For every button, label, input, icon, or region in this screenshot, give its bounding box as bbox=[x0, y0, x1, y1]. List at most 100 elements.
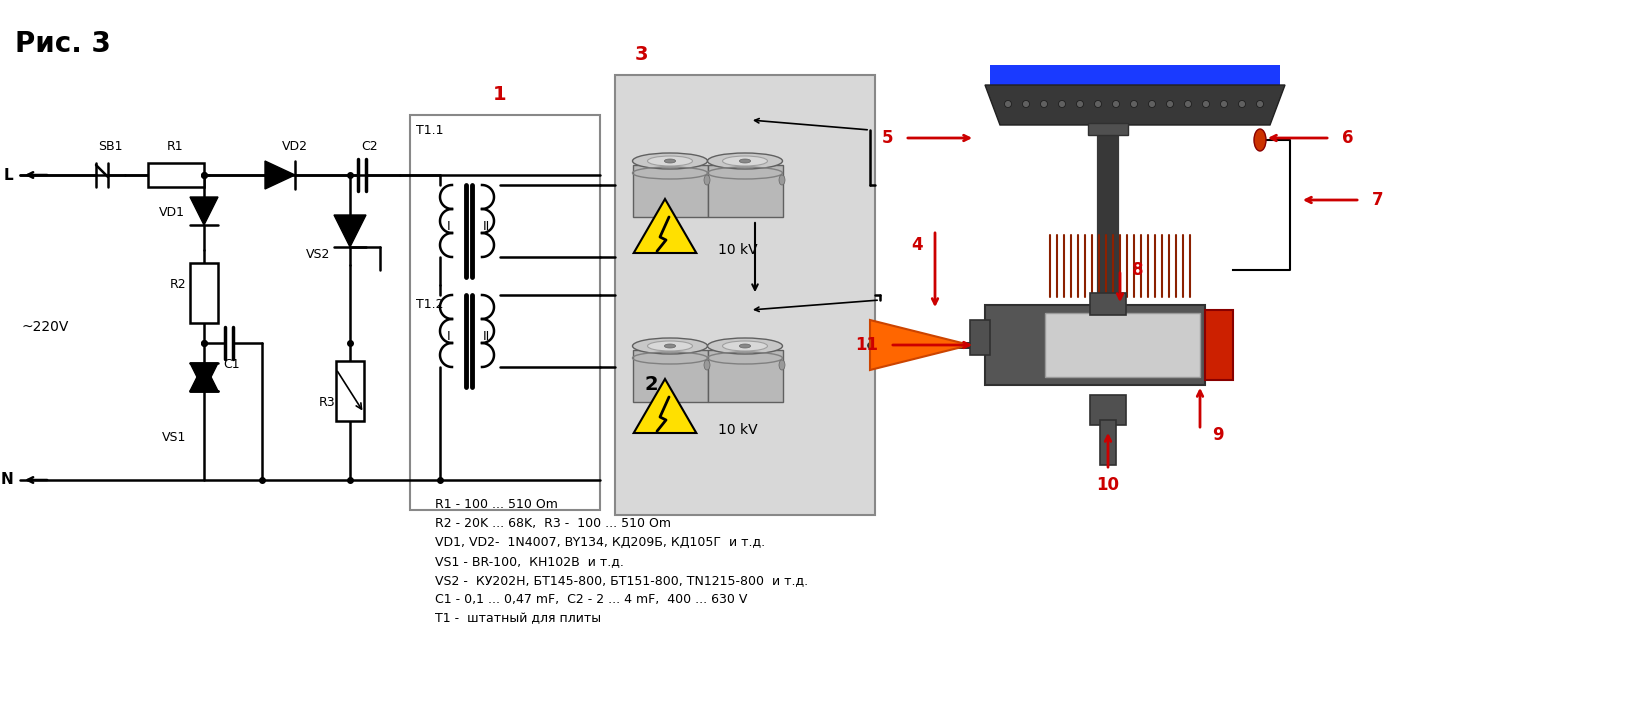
Bar bbox=[1090, 293, 1126, 315]
Text: II: II bbox=[482, 330, 490, 344]
Bar bbox=[1090, 395, 1126, 425]
Circle shape bbox=[1129, 100, 1137, 107]
Polygon shape bbox=[190, 197, 218, 225]
Polygon shape bbox=[190, 363, 218, 391]
Polygon shape bbox=[985, 85, 1285, 125]
Text: 3: 3 bbox=[634, 45, 647, 64]
Bar bbox=[1100, 420, 1115, 465]
Circle shape bbox=[1003, 100, 1011, 107]
Bar bbox=[969, 320, 990, 355]
Bar bbox=[410, 115, 600, 510]
Ellipse shape bbox=[779, 360, 785, 370]
Bar bbox=[990, 65, 1278, 85]
Text: 10 kV: 10 kV bbox=[718, 243, 757, 257]
Text: 10: 10 bbox=[1096, 476, 1119, 494]
FancyArrowPatch shape bbox=[754, 300, 877, 312]
Ellipse shape bbox=[703, 360, 710, 370]
Ellipse shape bbox=[739, 159, 751, 163]
Bar bbox=[615, 75, 875, 515]
Text: VS2 -  КУ202Н, БТ145-800, БТ151-800, TN1215-800  и т.д.: VS2 - КУ202Н, БТ145-800, БТ151-800, TN12… bbox=[434, 574, 808, 587]
Ellipse shape bbox=[723, 341, 767, 351]
Circle shape bbox=[1075, 100, 1083, 107]
Polygon shape bbox=[190, 363, 218, 391]
Ellipse shape bbox=[664, 159, 675, 163]
Circle shape bbox=[1165, 100, 1174, 107]
Text: VS2: VS2 bbox=[305, 248, 329, 262]
Ellipse shape bbox=[647, 156, 692, 166]
Text: VD2: VD2 bbox=[282, 141, 308, 153]
Bar bbox=[708, 350, 782, 402]
Ellipse shape bbox=[739, 344, 751, 348]
Circle shape bbox=[1093, 100, 1101, 107]
Text: C2: C2 bbox=[362, 141, 379, 153]
Circle shape bbox=[1039, 100, 1047, 107]
Ellipse shape bbox=[633, 338, 706, 354]
Bar bbox=[633, 350, 708, 402]
Text: 5: 5 bbox=[882, 129, 893, 147]
Ellipse shape bbox=[1254, 129, 1265, 151]
Polygon shape bbox=[334, 215, 365, 247]
Text: SB1: SB1 bbox=[98, 141, 123, 153]
Text: N: N bbox=[0, 472, 13, 488]
Circle shape bbox=[1183, 100, 1192, 107]
Ellipse shape bbox=[779, 175, 785, 185]
Text: I: I bbox=[447, 221, 451, 233]
Text: R1 - 100 ... 510 Om: R1 - 100 ... 510 Om bbox=[434, 498, 557, 511]
Polygon shape bbox=[869, 320, 969, 370]
Text: 8: 8 bbox=[1131, 261, 1142, 279]
Text: I: I bbox=[447, 330, 451, 344]
Text: C1 - 0,1 ... 0,47 mF,  C2 - 2 ... 4 mF,  400 ... 630 V: C1 - 0,1 ... 0,47 mF, C2 - 2 ... 4 mF, 4… bbox=[434, 593, 747, 606]
Text: C1: C1 bbox=[223, 358, 241, 371]
Bar bbox=[633, 165, 708, 217]
Ellipse shape bbox=[706, 338, 782, 354]
Text: R2 - 20K ... 68K,  R3 -  100 ... 510 Om: R2 - 20K ... 68K, R3 - 100 ... 510 Om bbox=[434, 517, 670, 530]
Text: 7: 7 bbox=[1372, 191, 1383, 209]
Ellipse shape bbox=[633, 153, 706, 169]
Text: 10 kV: 10 kV bbox=[718, 423, 757, 437]
Text: II: II bbox=[482, 221, 490, 233]
Text: T1.2: T1.2 bbox=[416, 298, 443, 312]
Text: 2: 2 bbox=[644, 375, 659, 395]
Circle shape bbox=[1147, 100, 1155, 107]
Text: 1: 1 bbox=[493, 86, 506, 105]
Polygon shape bbox=[633, 199, 697, 253]
Bar bbox=[190, 263, 218, 323]
Text: R3: R3 bbox=[318, 397, 334, 409]
Text: VS1 - BR-100,  КН102В  и т.д.: VS1 - BR-100, КН102В и т.д. bbox=[434, 555, 623, 568]
Bar bbox=[148, 163, 203, 187]
Bar bbox=[1044, 313, 1200, 377]
Text: 4: 4 bbox=[911, 236, 923, 254]
Ellipse shape bbox=[703, 175, 710, 185]
Text: ~220V: ~220V bbox=[21, 320, 69, 334]
Ellipse shape bbox=[723, 156, 767, 166]
Text: VD1, VD2-  1N4007, BY134, КД209Б, КД105Г  и т.д.: VD1, VD2- 1N4007, BY134, КД209Б, КД105Г … bbox=[434, 536, 765, 549]
Text: T1.1: T1.1 bbox=[416, 124, 443, 136]
Circle shape bbox=[1237, 100, 1244, 107]
Text: VS1: VS1 bbox=[162, 431, 185, 445]
Bar bbox=[1087, 123, 1128, 135]
Circle shape bbox=[1219, 100, 1226, 107]
Ellipse shape bbox=[647, 341, 692, 351]
Ellipse shape bbox=[664, 344, 675, 348]
Bar bbox=[708, 165, 782, 217]
Text: R1: R1 bbox=[167, 141, 184, 153]
Circle shape bbox=[1111, 100, 1119, 107]
Bar bbox=[1205, 310, 1233, 380]
Text: VD1: VD1 bbox=[159, 206, 185, 219]
Circle shape bbox=[1057, 100, 1065, 107]
Bar bbox=[985, 305, 1205, 385]
Polygon shape bbox=[266, 161, 295, 189]
Circle shape bbox=[1021, 100, 1029, 107]
FancyArrowPatch shape bbox=[754, 119, 867, 130]
Text: R2: R2 bbox=[169, 279, 185, 291]
Text: T1 -  штатный для плиты: T1 - штатный для плиты bbox=[434, 612, 602, 625]
Text: L: L bbox=[3, 168, 13, 182]
Circle shape bbox=[1255, 100, 1262, 107]
Text: 6: 6 bbox=[1341, 129, 1352, 147]
Polygon shape bbox=[633, 379, 697, 433]
Text: 9: 9 bbox=[1211, 426, 1223, 444]
Ellipse shape bbox=[706, 153, 782, 169]
Bar bbox=[336, 361, 364, 421]
Circle shape bbox=[1201, 100, 1210, 107]
Text: Рис. 3: Рис. 3 bbox=[15, 30, 111, 58]
